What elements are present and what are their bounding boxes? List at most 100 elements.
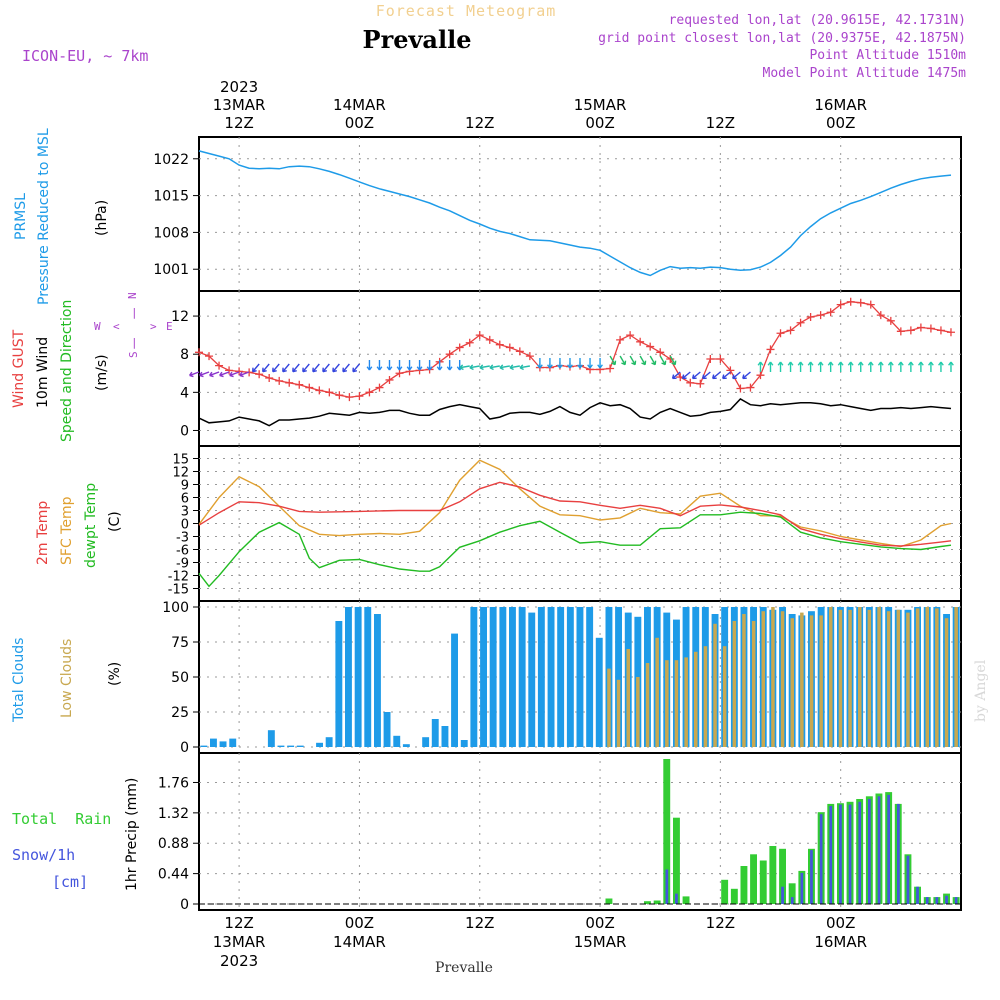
snow-bar bbox=[839, 804, 842, 904]
gust-marker bbox=[485, 335, 494, 344]
wind-arrow-head bbox=[722, 374, 727, 380]
y-tick-label: 1001 bbox=[153, 262, 189, 278]
top-hour-label: 00Z bbox=[826, 114, 855, 132]
total-clouds-bar bbox=[316, 742, 323, 747]
low-clouds-bar bbox=[838, 609, 843, 747]
gust-marker bbox=[766, 345, 775, 354]
gust-marker bbox=[656, 348, 665, 357]
gust-marker bbox=[856, 298, 865, 307]
gust-marker bbox=[796, 318, 805, 327]
footer-location: Prevalle bbox=[435, 960, 493, 976]
wind-10m-label: 10m Wind bbox=[35, 337, 51, 408]
y-tick-label: -6 bbox=[176, 544, 189, 559]
wind-arrow-head bbox=[767, 361, 774, 366]
snow-bar bbox=[887, 794, 890, 904]
rain-bar bbox=[663, 759, 671, 904]
low-clouds-bar bbox=[819, 615, 823, 747]
wind-arrow-head bbox=[732, 374, 737, 380]
wind-arrow-head bbox=[332, 367, 337, 373]
y-tick-label: 0 bbox=[180, 423, 189, 439]
total-clouds-bar bbox=[480, 607, 487, 747]
model-altitude: Model Point Altitude 1475m bbox=[763, 66, 967, 81]
wind-arrow-head bbox=[867, 361, 874, 366]
bottom-hour-label: 12Z bbox=[706, 914, 735, 932]
gust-marker bbox=[936, 326, 945, 335]
wind-unit: (m/s) bbox=[94, 354, 110, 391]
y-tick-label: 3 bbox=[181, 505, 189, 520]
wind-arrow-head bbox=[587, 364, 593, 369]
total-clouds-bar bbox=[296, 745, 304, 747]
snow-bar bbox=[925, 897, 929, 904]
wind-arrow-head bbox=[631, 360, 637, 366]
top-date-label: 14MAR bbox=[333, 96, 386, 114]
low-clouds-bar bbox=[906, 612, 910, 747]
gust-marker bbox=[475, 331, 484, 340]
total-clouds-bar bbox=[537, 607, 545, 747]
wind-arrow-head bbox=[877, 361, 884, 366]
temp-sfc-label: SFC Temp bbox=[59, 496, 75, 565]
wind-arrow bbox=[509, 365, 520, 369]
total-clouds-bar bbox=[566, 607, 574, 747]
y-tick-label: -3 bbox=[176, 531, 189, 546]
low-clouds-bar bbox=[732, 621, 737, 747]
y-tick-label: 0 bbox=[180, 897, 189, 913]
y-tick-label: 1.76 bbox=[158, 775, 189, 791]
total-clouds-bar bbox=[267, 730, 275, 747]
wind-arrow bbox=[742, 371, 751, 379]
total-clouds-bar bbox=[383, 712, 391, 747]
wind-arrow bbox=[692, 371, 701, 379]
gust-marker bbox=[846, 297, 855, 306]
bottom-date-label: 15MAR bbox=[574, 933, 627, 951]
clouds-low-label: Low Clouds bbox=[59, 639, 75, 718]
gust-marker bbox=[716, 354, 725, 363]
y-tick-label: 0 bbox=[180, 740, 189, 756]
wind-arrow-head bbox=[547, 364, 553, 369]
snow-bar bbox=[868, 799, 871, 904]
wind-arrow bbox=[292, 363, 300, 373]
rain-bar bbox=[653, 900, 661, 904]
wind-arrow-head bbox=[887, 361, 894, 366]
low-clouds-bar bbox=[944, 618, 949, 747]
gust-marker bbox=[465, 338, 474, 347]
wind-arrow bbox=[459, 365, 470, 369]
total-clouds-bar bbox=[210, 738, 217, 747]
wind-arrow bbox=[732, 371, 741, 379]
rain-bar bbox=[740, 866, 748, 904]
wind-arrow bbox=[702, 371, 711, 379]
snow-unit: [cm] bbox=[52, 873, 88, 891]
gust-marker bbox=[756, 371, 765, 380]
wind-arrow-head bbox=[948, 361, 954, 366]
wind-arrow bbox=[302, 363, 310, 373]
gust-marker bbox=[455, 343, 464, 352]
low-clouds-bar bbox=[867, 609, 872, 747]
wind-arrow-head bbox=[691, 374, 697, 380]
wind-arrow-head bbox=[681, 374, 687, 380]
precip-panel bbox=[198, 752, 962, 911]
bottom-year-label: 2023 bbox=[220, 952, 258, 970]
total-clouds-bar bbox=[354, 607, 362, 747]
wind-arrow-head bbox=[827, 361, 834, 366]
y-tick-label: 9 bbox=[181, 479, 189, 494]
top-year-label: 2023 bbox=[220, 78, 258, 96]
pressure-label-msl: Pressure Reduced to MSL bbox=[36, 128, 52, 305]
total-clouds-bar bbox=[200, 745, 208, 747]
dewpt-line bbox=[198, 511, 952, 588]
compass-rose: N W E S < > | | bbox=[94, 292, 173, 358]
wind-arrow-head bbox=[312, 367, 317, 373]
wind-arrow bbox=[239, 371, 250, 377]
rain-bar bbox=[769, 846, 777, 904]
snow-bar bbox=[829, 806, 833, 904]
total-clouds-bar bbox=[547, 607, 555, 747]
rain-bar bbox=[644, 901, 651, 904]
gust-marker bbox=[786, 326, 795, 335]
y-tick-label: 1008 bbox=[153, 225, 189, 241]
wind-arrow-head bbox=[897, 361, 904, 366]
wind-arrow-head bbox=[671, 360, 677, 366]
compass-e: E bbox=[166, 320, 173, 333]
rain-bar bbox=[759, 860, 767, 904]
low-clouds-bar bbox=[800, 612, 804, 747]
snow-bar bbox=[906, 855, 910, 904]
total-clouds-bar bbox=[345, 607, 352, 747]
wind-arrow-head bbox=[209, 371, 214, 378]
